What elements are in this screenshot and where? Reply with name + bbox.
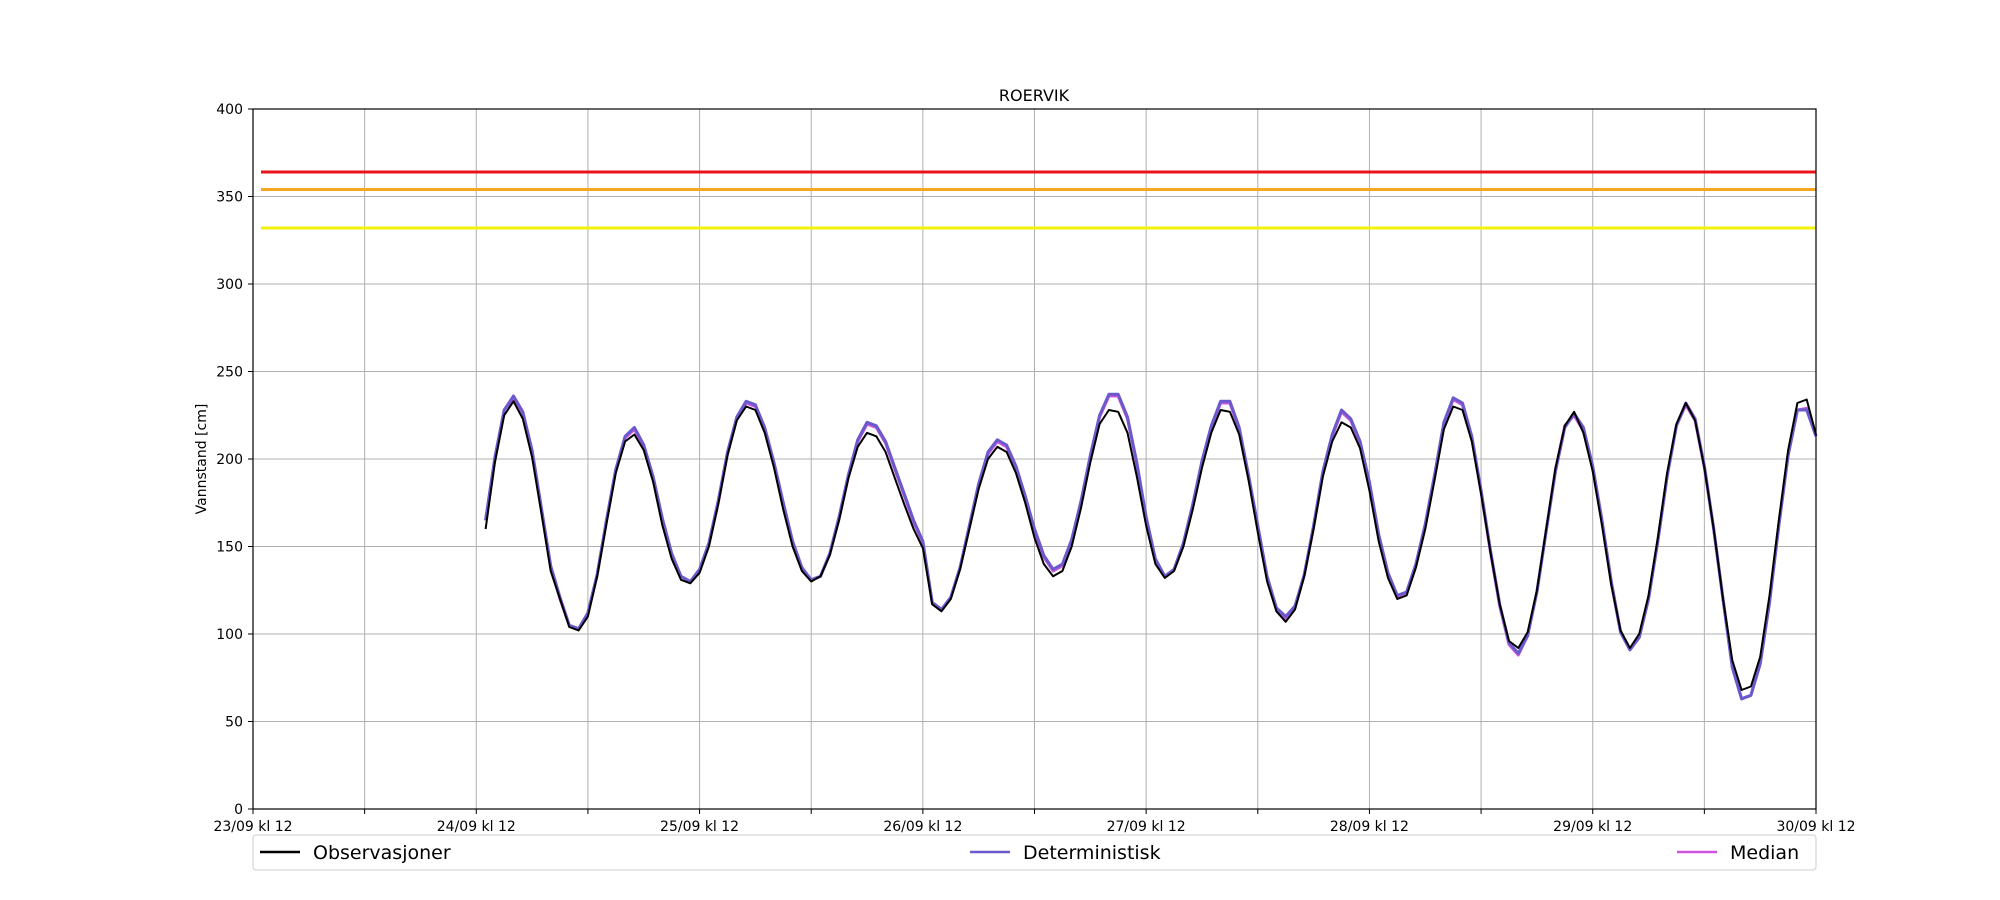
x-tick-label: 25/09 kl 12 xyxy=(660,819,739,835)
x-tick-label: 27/09 kl 12 xyxy=(1107,819,1186,835)
series-lines xyxy=(484,392,1818,701)
legend-box xyxy=(252,834,1817,871)
y-tick-label: 50 xyxy=(225,715,243,731)
chart-title: ROERVIK xyxy=(999,86,1070,105)
x-tick-label: 28/09 kl 12 xyxy=(1330,819,1409,835)
legend-label: Observasjoner xyxy=(313,842,451,864)
y-tick-label: 350 xyxy=(216,190,243,206)
y-tick-label: 200 xyxy=(216,452,243,468)
y-tick-label: 400 xyxy=(216,102,243,118)
y-tick-label: 300 xyxy=(216,277,243,293)
y-axis-label: Vannstand [cm] xyxy=(194,404,210,515)
y-tick-label: 0 xyxy=(234,802,243,818)
x-axis-ticks: 23/09 kl 12 24/09 kl 12 25/09 kl 12 26/09 k… xyxy=(213,809,1856,835)
legend-label: Median xyxy=(1730,842,1799,864)
x-tick-label: 29/09 kl 12 xyxy=(1553,819,1632,835)
x-tick-label: 23/09 kl 12 xyxy=(213,819,292,835)
grid xyxy=(253,109,1816,809)
y-tick-label: 100 xyxy=(216,627,243,643)
x-tick-label: 24/09 kl 12 xyxy=(437,819,516,835)
y-tick-label: 250 xyxy=(216,365,243,381)
x-tick-label: 30/09 kl 12 xyxy=(1776,819,1855,835)
y-tick-label: 150 xyxy=(216,540,243,556)
legend-label: Deterministisk xyxy=(1023,842,1161,864)
series-line-observasjoner xyxy=(484,398,1817,691)
legend: Observasjoner Deterministisk Median xyxy=(252,834,1817,871)
y-axis-ticks: 0 50 100 150 200 250 300 350 400 xyxy=(216,102,253,818)
x-tick-label: 26/09 kl 12 xyxy=(883,819,962,835)
threshold-lines xyxy=(261,170,1816,230)
